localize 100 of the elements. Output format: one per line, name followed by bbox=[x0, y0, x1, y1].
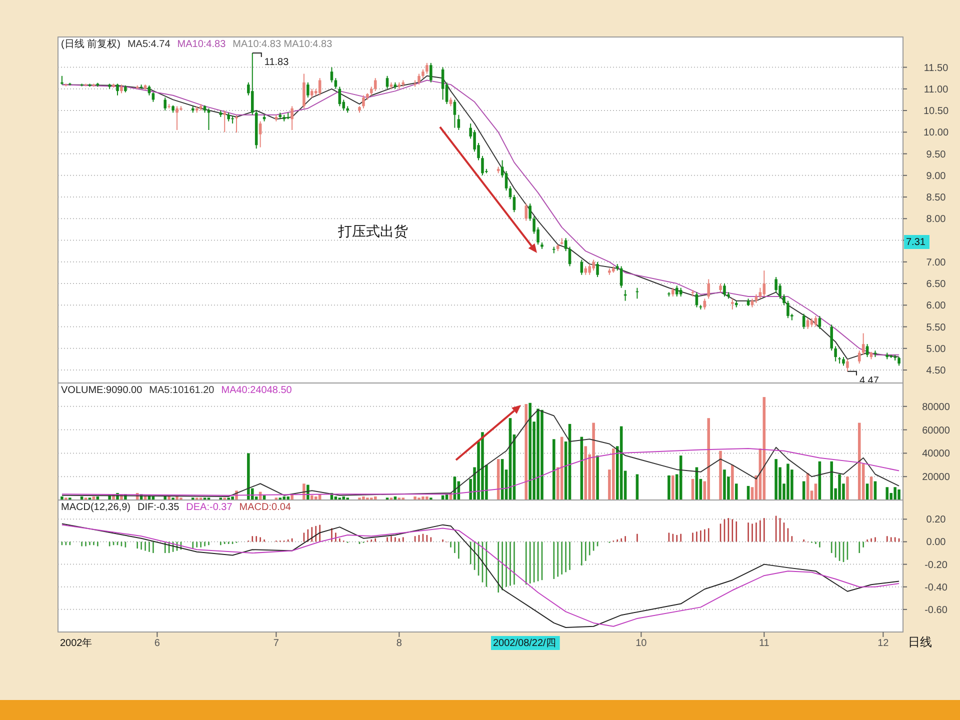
y-tick-label: 9.50 bbox=[926, 149, 946, 160]
bar bbox=[838, 474, 841, 500]
candlestick bbox=[592, 259, 595, 272]
candlestick bbox=[675, 285, 678, 297]
bar bbox=[707, 418, 710, 500]
text: 2002/08/22/四 bbox=[493, 638, 556, 649]
bar bbox=[786, 464, 790, 500]
bar bbox=[668, 475, 670, 500]
candlestick bbox=[758, 287, 762, 300]
text: MA10:4.83 bbox=[177, 39, 226, 50]
bar bbox=[524, 404, 528, 500]
x-tick-label: 12 bbox=[878, 638, 890, 649]
candlestick bbox=[481, 155, 484, 176]
y-tick-label: 80000 bbox=[922, 402, 950, 413]
candlestick bbox=[374, 78, 377, 92]
y-tick-label: 0.00 bbox=[926, 537, 946, 548]
y-tick-label: 11.50 bbox=[924, 62, 949, 74]
x-tick-label: 10 bbox=[636, 638, 648, 649]
y-tick-label: 6.50 bbox=[926, 279, 946, 290]
y-tick-label: -0.40 bbox=[924, 582, 948, 594]
bar bbox=[592, 422, 595, 500]
candlestick bbox=[830, 324, 833, 352]
bar bbox=[719, 450, 722, 500]
candlestick bbox=[330, 66, 334, 83]
candlestick bbox=[866, 344, 869, 358]
candlestick bbox=[258, 120, 262, 148]
bar bbox=[886, 487, 889, 500]
candlestick bbox=[453, 99, 456, 128]
candlestick bbox=[418, 73, 420, 86]
y-tick-label: -0.20 bbox=[924, 560, 948, 571]
bar bbox=[846, 476, 849, 500]
candlestick bbox=[762, 270, 766, 297]
text: MA40:24048.50 bbox=[221, 385, 292, 396]
y-tick-label: 8.50 bbox=[926, 192, 946, 204]
bar bbox=[612, 448, 615, 500]
candlestick bbox=[430, 62, 432, 83]
candlestick bbox=[524, 203, 528, 222]
candlestick bbox=[778, 283, 782, 300]
x-tick-label: 7 bbox=[273, 638, 280, 649]
y-tick-label: 5.50 bbox=[926, 322, 946, 334]
line-series bbox=[61, 409, 900, 497]
candlestick bbox=[786, 300, 790, 319]
y-tick-label: 11.00 bbox=[924, 84, 949, 96]
y-tick-label: 0.20 bbox=[926, 514, 946, 526]
candlestick bbox=[782, 294, 786, 306]
bar bbox=[528, 402, 532, 500]
candlestick bbox=[176, 106, 178, 130]
candlestick bbox=[512, 194, 516, 213]
chart-title: (日线 前复权) bbox=[61, 38, 120, 50]
candlestick bbox=[457, 114, 460, 130]
chart-subtitle: MA10:4.83 MA10:4.83 bbox=[232, 39, 333, 50]
bar bbox=[584, 446, 588, 500]
candlestick bbox=[834, 346, 837, 362]
y-tick-label: 5.00 bbox=[926, 344, 946, 355]
bar bbox=[540, 410, 544, 500]
candlestick bbox=[504, 170, 508, 192]
candlestick bbox=[302, 73, 306, 109]
candlestick bbox=[235, 114, 238, 134]
y-tick-label: 10.00 bbox=[923, 128, 949, 139]
candlestick bbox=[306, 82, 310, 98]
text: 日线 bbox=[908, 635, 932, 649]
bar bbox=[731, 464, 734, 500]
x-tick-label: 8 bbox=[396, 638, 402, 649]
bar bbox=[552, 439, 556, 500]
candlestick bbox=[164, 97, 166, 112]
bar bbox=[894, 487, 896, 500]
bar bbox=[734, 484, 738, 500]
candlestick bbox=[703, 298, 706, 310]
y-tick-label: 8.00 bbox=[926, 214, 946, 226]
x-tick-label: 11 bbox=[758, 638, 770, 649]
bar bbox=[774, 459, 778, 500]
candlestick bbox=[528, 203, 532, 222]
y-tick-label: 10.50 bbox=[923, 106, 949, 118]
text: 2002年 bbox=[60, 637, 92, 649]
y-tick-label: 20000 bbox=[922, 472, 950, 484]
candlestick bbox=[251, 52, 254, 116]
line-series bbox=[61, 448, 900, 496]
text: MA5:10161.20 bbox=[149, 385, 215, 396]
candlestick bbox=[148, 84, 151, 96]
chart-title: MACD(12,26,9) bbox=[61, 502, 130, 513]
annotation: 打压式出货 bbox=[337, 223, 408, 239]
bar bbox=[858, 422, 861, 500]
y-tick-label: 7.00 bbox=[926, 257, 946, 268]
y-tick-label: 40000 bbox=[922, 448, 950, 460]
candlestick bbox=[588, 264, 591, 276]
bar bbox=[898, 489, 900, 500]
bar bbox=[247, 453, 250, 500]
text: MACD:0.04 bbox=[239, 502, 292, 513]
y-tick-label: 4.50 bbox=[926, 366, 946, 377]
candlestick bbox=[362, 94, 365, 109]
candlestick bbox=[806, 318, 810, 330]
bar bbox=[310, 495, 314, 500]
text: DIF:-0.35 bbox=[137, 502, 180, 513]
bar bbox=[723, 470, 726, 500]
candlestick bbox=[223, 110, 226, 133]
candlestick bbox=[116, 83, 119, 96]
bar bbox=[481, 432, 484, 500]
candlestick bbox=[441, 66, 444, 100]
candlestick bbox=[723, 283, 726, 297]
candlestick bbox=[774, 276, 778, 293]
